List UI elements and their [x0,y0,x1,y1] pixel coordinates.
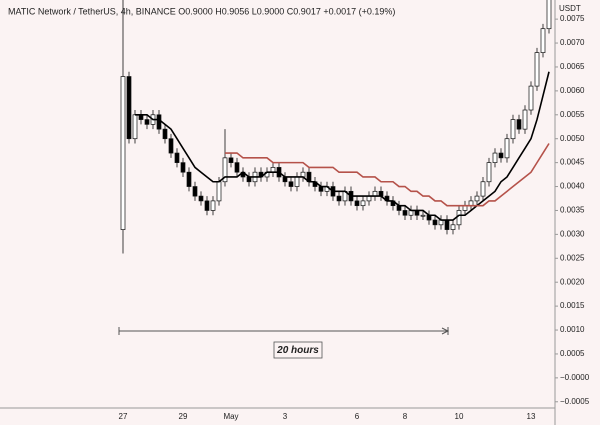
candle-body [534,52,540,87]
candle-body [234,162,240,173]
y-tick-label: 0.0055 [560,110,585,119]
candle-body [162,128,168,140]
y-tick-label: 0.0015 [560,301,585,310]
y-tick-label: 0.0045 [560,158,585,167]
y-tick-label: 0.0020 [560,277,585,286]
candle-body [216,181,222,202]
x-tick-label: 27 [119,412,128,421]
candle-body [474,195,480,202]
moving-average-line [225,143,550,207]
y-axis-label: USDT [559,4,581,13]
candle-body [354,200,360,207]
candle-body [204,200,210,211]
x-tick-label: 29 [179,412,188,421]
y-tick-label: 0.0025 [560,253,585,262]
range-annotation: 20 hours [118,327,450,359]
candle-body [198,195,204,202]
x-tick-label: May [223,412,238,421]
y-tick-label: 0.0035 [560,206,585,215]
candle-body [444,219,450,230]
candle-body [174,152,180,163]
y-tick-label: −0.0000 [560,373,590,382]
candle-body [336,195,342,202]
candle-body [402,210,408,216]
y-tick-label: 0.0010 [560,325,585,334]
y-tick-label: 0.0005 [560,349,585,358]
candle-body [126,76,132,140]
candle-body [420,214,426,217]
x-tick-label: 3 [283,412,288,421]
x-tick-label: 6 [355,412,360,421]
y-tick-label: 0.0030 [560,229,585,238]
y-tick-label: 0.0065 [560,62,585,71]
y-tick-label: 0.0060 [560,86,585,95]
candle-body [168,138,174,154]
y-tick-label: 0.0070 [560,38,585,47]
candle-body [180,162,186,173]
candle-body [156,114,162,130]
candle-body [222,157,228,183]
candle-body [120,76,126,230]
candle-body [192,186,198,197]
candle-body [432,219,438,226]
candle-body [210,200,216,211]
candle-body [132,114,138,140]
x-tick-label: 8 [403,412,408,421]
candle-body [480,181,486,197]
candle-body [186,171,192,187]
y-tick-label: 0.0040 [560,182,585,191]
candle-body [486,162,492,183]
candle-body [144,119,150,125]
candle-body [228,157,234,163]
candle-body [504,138,510,159]
candle-body [288,181,294,187]
chart-title: MATIC Network / TetherUS, 4h, BINANCE O0… [8,6,395,16]
annotation-box [273,341,323,359]
x-tick-label: 10 [455,412,464,421]
candle-body [360,200,366,207]
y-tick-label: 0.0075 [560,14,585,23]
y-tick-label: 0.0050 [560,134,585,143]
moving-average-line [135,71,550,221]
candle-body [450,224,456,230]
candle-body [510,119,516,140]
candle-body [522,109,528,130]
annotation: 20 hours [276,345,319,356]
y-tick-label: −0.0005 [560,397,590,406]
range-arrow [441,327,450,335]
candle-body [492,152,498,163]
candle-body [540,28,546,53]
candle-body [516,119,522,130]
candle-body [456,210,462,226]
x-tick-label: 13 [527,412,536,421]
candle-body [498,152,504,159]
candle-body [546,0,552,30]
candle-body [294,176,300,187]
candle-body [528,85,534,111]
